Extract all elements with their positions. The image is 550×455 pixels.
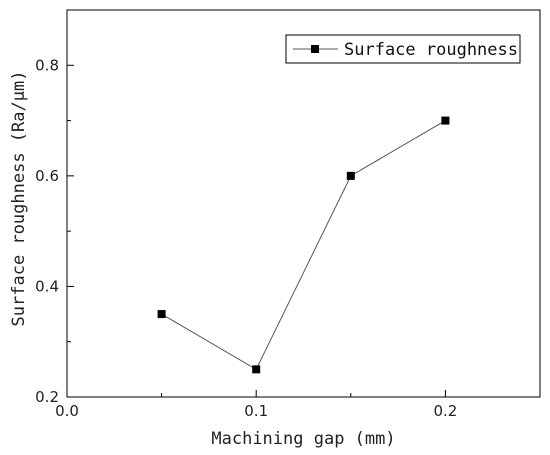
legend-marker	[311, 45, 319, 53]
legend-label: Surface roughness	[344, 40, 518, 60]
data-point	[252, 365, 261, 374]
data-point	[346, 171, 355, 180]
series-line	[161, 120, 446, 371]
ticks-layer: 0.0 0.1 0.2 0.2 0.4 0.6 0.8	[35, 56, 541, 420]
y-axis-title: Surface roughness (Ra/μm)	[9, 71, 29, 327]
x-axis-title: Machining gap (mm)	[211, 429, 395, 449]
data-point	[441, 116, 450, 125]
data-point	[157, 310, 166, 319]
x-tick-label: 0.0	[55, 402, 79, 420]
legend: Surface roughness	[285, 34, 521, 64]
x-tick-label: 0.1	[244, 402, 268, 420]
y-tick-label: 0.2	[35, 388, 59, 406]
series-layer	[157, 116, 450, 374]
y-tick-label: 0.4	[35, 277, 59, 295]
y-tick-label: 0.6	[35, 167, 59, 185]
x-tick-label: 0.2	[433, 402, 457, 420]
plot-area-frame	[66, 9, 541, 398]
y-tick-label: 0.8	[35, 56, 59, 74]
